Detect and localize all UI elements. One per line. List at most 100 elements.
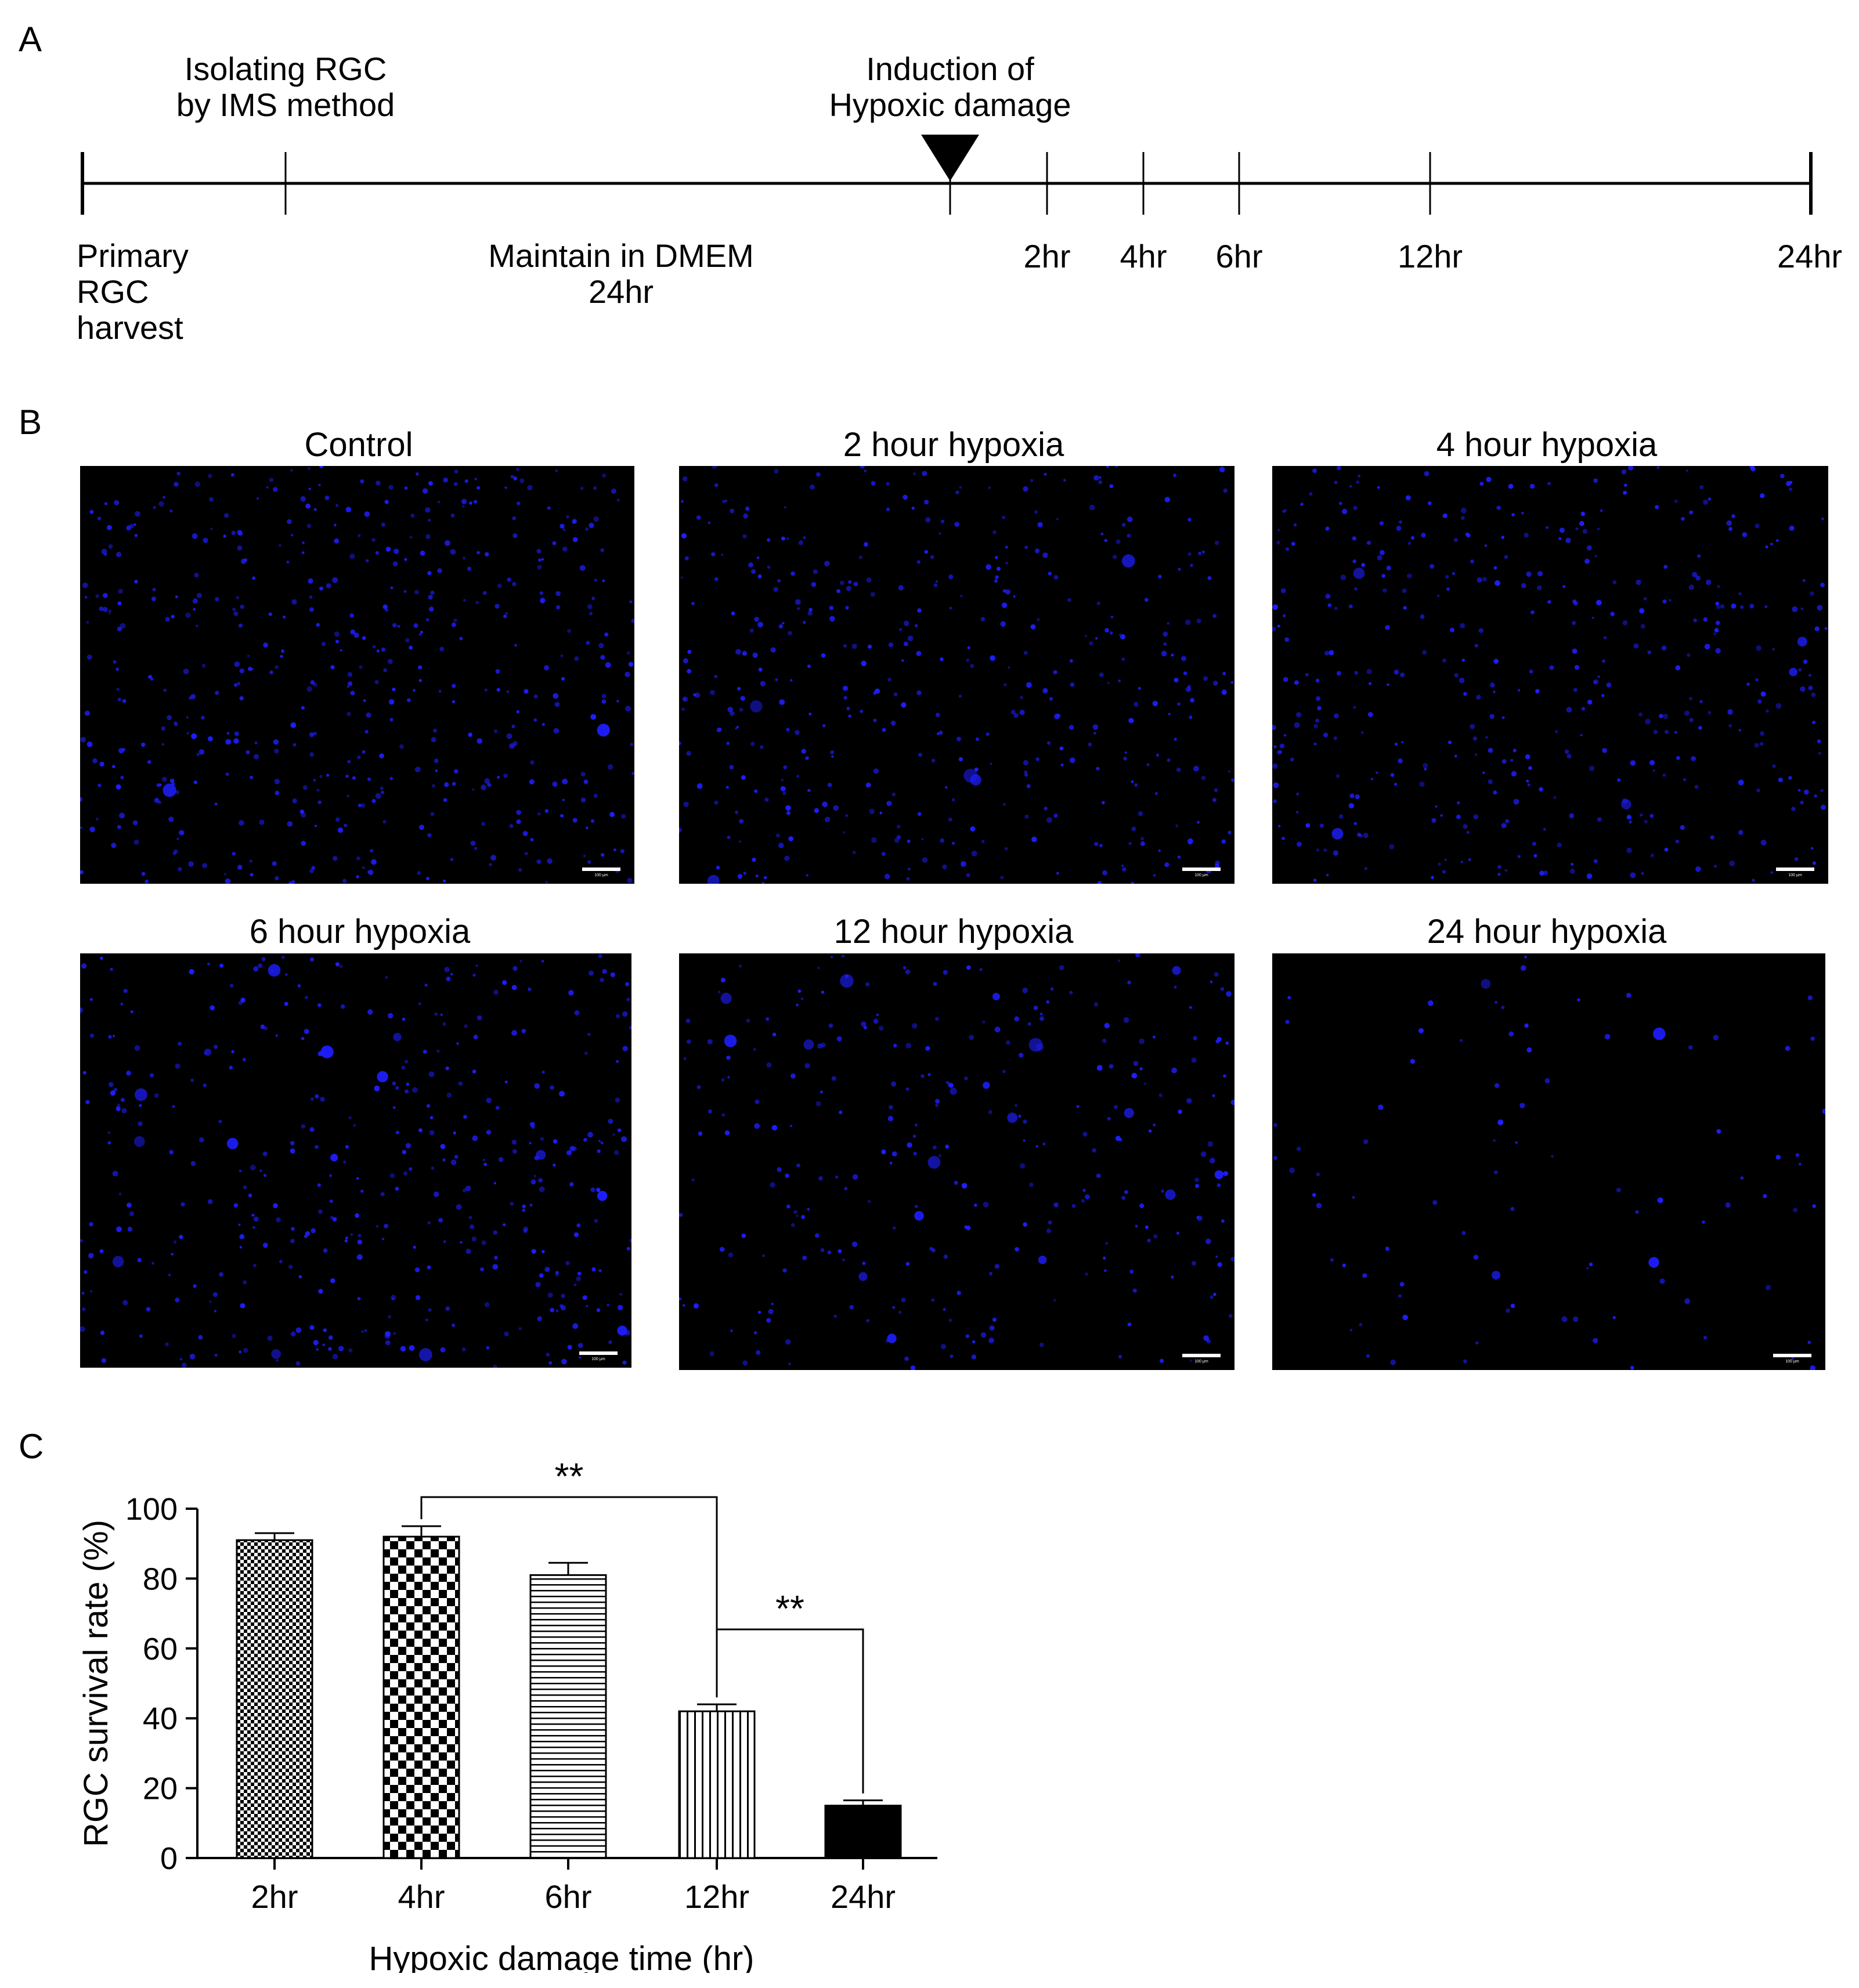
cell-nucleus (1715, 601, 1720, 606)
cell-nucleus (385, 976, 388, 979)
cell-nucleus (1639, 608, 1645, 614)
cell-nucleus (350, 1233, 353, 1237)
cell-nucleus (389, 1173, 395, 1179)
cell-nucleus (477, 551, 480, 555)
cell-nucleus (404, 486, 408, 490)
cell-nucleus (381, 790, 385, 794)
cell-nucleus (1812, 1204, 1816, 1208)
cell-nucleus (1134, 702, 1139, 707)
cell-nucleus (1309, 492, 1313, 496)
cell-nucleus (463, 599, 466, 602)
cell-nucleus (375, 793, 381, 799)
cell-nucleus (918, 753, 922, 757)
cell-nucleus (106, 525, 112, 530)
cell-nucleus (615, 1097, 620, 1103)
cell-nucleus (1193, 1036, 1197, 1040)
cell-nucleus (1811, 692, 1816, 697)
cell-nucleus (547, 506, 551, 510)
cell-nucleus (1085, 1194, 1090, 1199)
cell-nucleus (260, 1024, 265, 1029)
cell-nucleus (1650, 853, 1655, 858)
cell-nucleus (371, 859, 377, 865)
cell-nucleus (1006, 1040, 1010, 1045)
cell-nucleus (1403, 606, 1407, 610)
cell-nucleus (882, 728, 886, 732)
cell-nucleus (129, 1211, 135, 1216)
cell-nucleus (572, 1323, 579, 1329)
cell-nucleus (989, 1271, 993, 1276)
cell-nucleus (1103, 1256, 1106, 1260)
cell-nucleus (1197, 820, 1200, 824)
cell-nucleus (798, 540, 803, 545)
cell-nucleus (320, 1045, 334, 1058)
cell-nucleus (565, 1261, 570, 1266)
cell-nucleus (686, 751, 691, 756)
cell-nucleus (1400, 673, 1405, 678)
cell-nucleus (239, 668, 244, 674)
cell-nucleus (364, 511, 370, 517)
cell-nucleus (269, 478, 274, 482)
cell-nucleus (430, 812, 435, 816)
cell-nucleus (1428, 501, 1432, 505)
cell-nucleus (240, 605, 244, 609)
cell-nucleus (1812, 861, 1816, 865)
cell-nucleus (344, 823, 348, 827)
cell-nucleus (602, 473, 607, 478)
cell-nucleus (538, 1178, 543, 1183)
cell-nucleus (1124, 1108, 1134, 1118)
cell-nucleus (95, 594, 99, 598)
cell-nucleus (498, 1157, 504, 1162)
cell-nucleus (134, 534, 138, 537)
cell-nucleus (229, 1065, 233, 1070)
cell-nucleus (1000, 876, 1004, 880)
cell-nucleus (1438, 862, 1442, 866)
cell-nucleus (1525, 754, 1530, 760)
cell-nucleus (1214, 972, 1219, 977)
cell-nucleus (1349, 485, 1352, 488)
cell-nucleus (1053, 1299, 1056, 1302)
cell-nucleus (209, 1300, 212, 1303)
cell-nucleus (1497, 1119, 1504, 1126)
cell-nucleus (223, 534, 226, 538)
cell-nucleus (1054, 713, 1060, 720)
cell-nucleus (1661, 645, 1667, 651)
cell-nucleus (691, 602, 695, 605)
cell-nucleus (80, 1007, 83, 1013)
cell-nucleus (376, 1225, 379, 1228)
cell-nucleus (1044, 472, 1047, 476)
cell-nucleus (1752, 879, 1755, 882)
cell-nucleus (898, 1311, 902, 1314)
cell-nucleus (1803, 579, 1806, 582)
cell-nucleus (1161, 650, 1167, 657)
cell-nucleus (831, 755, 834, 758)
cell-nucleus (597, 1191, 608, 1201)
cell-nucleus (1121, 657, 1125, 661)
cell-nucleus (461, 1347, 466, 1351)
cell-nucleus (1600, 509, 1603, 512)
cell-nucleus (445, 1306, 450, 1311)
timeline-label-4hr: 4hr (1120, 238, 1167, 274)
cell-nucleus (1339, 501, 1342, 505)
cell-nucleus (1716, 605, 1720, 609)
cell-nucleus (80, 797, 82, 802)
cell-nucleus (209, 497, 214, 502)
cell-nucleus (1435, 805, 1438, 808)
cell-nucleus (1190, 697, 1195, 703)
cell-nucleus (456, 1204, 462, 1210)
cell-nucleus (248, 667, 252, 671)
cell-nucleus (1664, 847, 1669, 852)
cell-nucleus (413, 623, 418, 628)
cell-nucleus (1430, 564, 1435, 569)
cell-nucleus (496, 688, 500, 692)
cell-nucleus (1629, 820, 1632, 824)
cell-nucleus (1738, 779, 1744, 786)
cell-nucleus (1210, 980, 1213, 984)
cell-nucleus (691, 1178, 695, 1181)
cell-nucleus (1402, 588, 1407, 593)
cell-nucleus (1291, 541, 1295, 546)
cell-nucleus (1766, 709, 1769, 713)
cell-nucleus (1284, 637, 1290, 642)
cell-nucleus (1341, 508, 1348, 515)
cell-nucleus (722, 500, 725, 504)
timeline-label-24hr: 24hr (1777, 238, 1843, 274)
